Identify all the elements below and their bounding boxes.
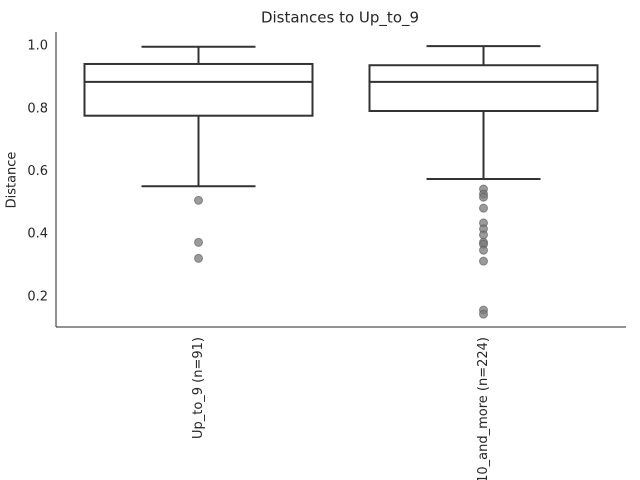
outlier [479, 192, 488, 202]
outlier [479, 230, 488, 240]
box [83, 62, 314, 117]
y-tick-label: 0.8 [27, 101, 48, 116]
outlier [479, 256, 488, 266]
box [368, 64, 599, 113]
x-tick-label: Up_to_9 (n=91) [191, 337, 206, 439]
x-tick-label: 10_and_more (n=224) [476, 337, 491, 480]
y-tick-label: 0.4 [27, 227, 48, 242]
y-tick-label: 1.0 [27, 39, 48, 54]
outlier [194, 253, 203, 263]
outlier [194, 237, 203, 247]
y-tick-label: 0.2 [27, 289, 48, 304]
chart-title: Distances to Up_to_9 [261, 9, 419, 28]
outlier [479, 245, 488, 255]
outlier [479, 203, 488, 213]
y-axis-label: Distance [5, 152, 20, 209]
y-tick-label: 0.6 [27, 164, 48, 179]
outlier [194, 195, 203, 205]
outlier [479, 309, 488, 319]
